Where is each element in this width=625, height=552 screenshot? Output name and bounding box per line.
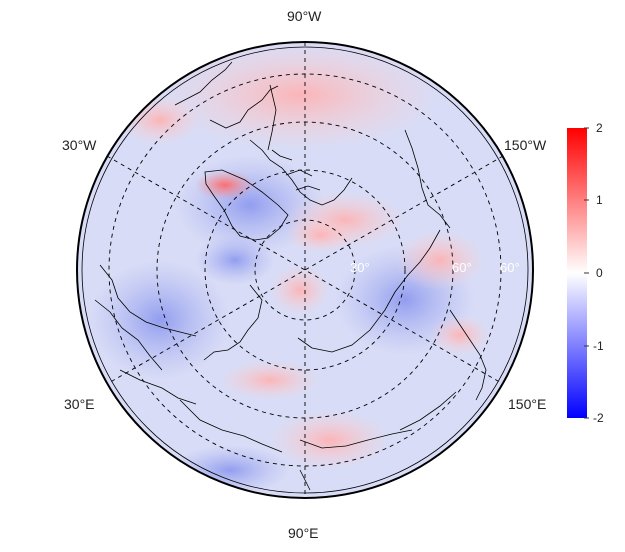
graticule: [106, 42, 504, 498]
lat-circle-60: [204, 169, 406, 371]
north-america-coast: [174, 61, 279, 129]
lon-label-150e: 150°E: [508, 396, 547, 412]
lon-label-30e: 30°E: [64, 396, 95, 412]
anomaly-field: [77, 42, 533, 498]
colorbar-tick-label: 2: [596, 121, 603, 135]
lon-label-150w: 150°W: [504, 137, 547, 153]
greenland-coast: [204, 169, 289, 241]
colorbar-tick-label: -1: [593, 339, 604, 353]
map-frame-inner: [81, 46, 529, 494]
colorbar: [567, 128, 587, 418]
colorbar-ticks: [584, 127, 589, 419]
lon-label-90e: 90°E: [288, 525, 319, 541]
siberia-coast: [297, 229, 441, 353]
scandinavia-coast: [203, 284, 263, 361]
lon-label-90w: 90°W: [287, 8, 322, 24]
europe-coast: [99, 264, 197, 337]
lat-label-60-b: 60°: [500, 260, 520, 275]
colorbar-tick-label: 0: [596, 266, 603, 280]
colorbar-tick-label: 1: [596, 193, 603, 207]
lon-label-30w: 30°W: [62, 137, 97, 153]
alaska-coast: [404, 129, 451, 229]
map-frame: [76, 41, 534, 499]
coastlines: [94, 61, 487, 491]
colorbar-tick-label: -2: [593, 411, 604, 425]
lat-label-30: 30°: [350, 260, 370, 275]
lat-label-60-a: 60°: [452, 260, 472, 275]
canadian-archipelago: [249, 139, 353, 206]
